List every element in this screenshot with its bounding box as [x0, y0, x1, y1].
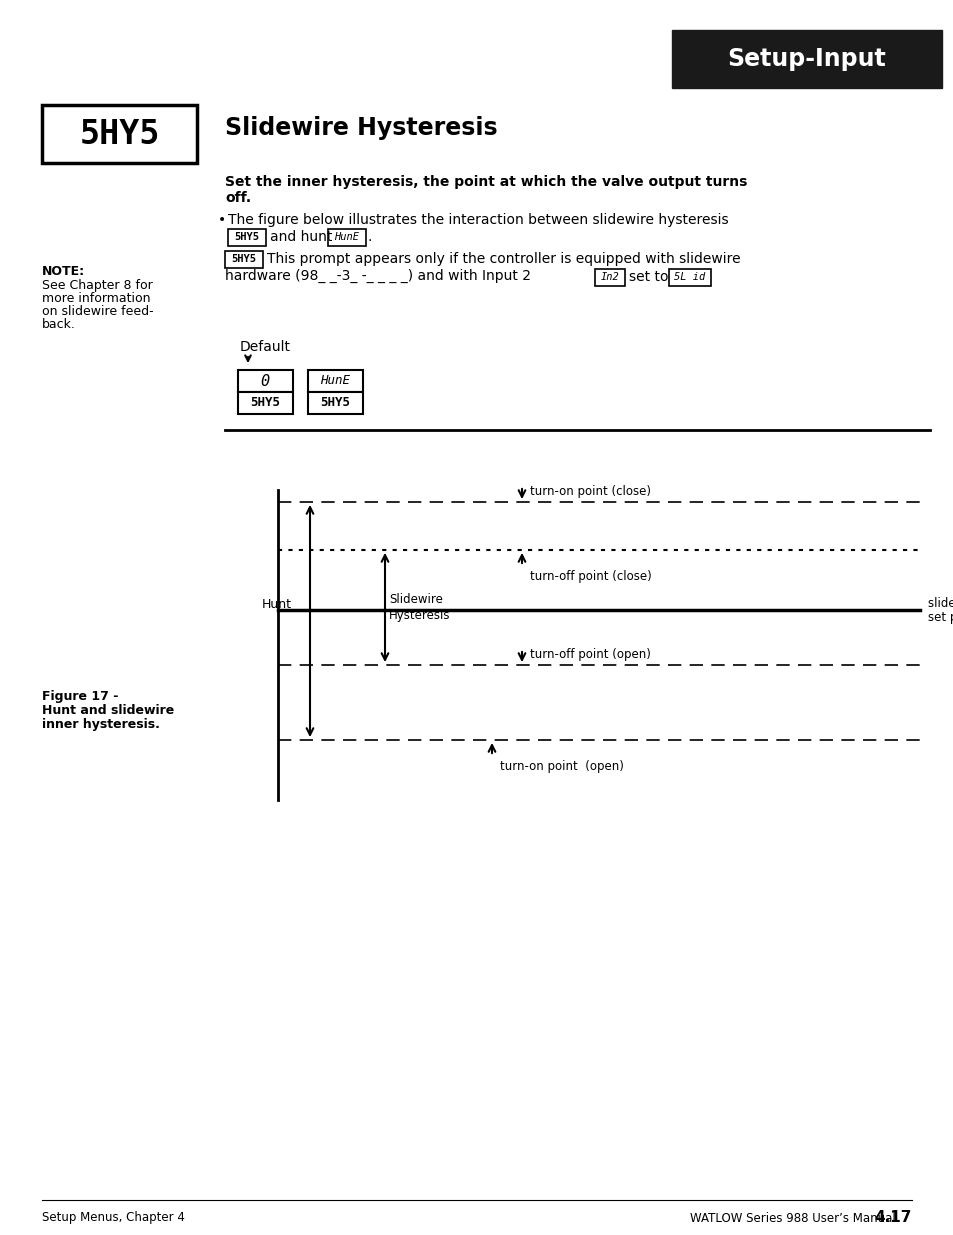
- Bar: [671, 30, 941, 88]
- Bar: [595, 269, 624, 287]
- Text: WATLOW Series 988 User’s Manual: WATLOW Series 988 User’s Manual: [689, 1212, 895, 1224]
- Text: 5HY5: 5HY5: [250, 396, 280, 410]
- Text: The figure below illustrates the interaction between slidewire hysteresis: The figure below illustrates the interac…: [228, 212, 728, 227]
- Text: turn-on point (close): turn-on point (close): [530, 485, 650, 498]
- Text: Slidewire: Slidewire: [389, 593, 442, 606]
- Text: turn-on point  (open): turn-on point (open): [499, 760, 623, 773]
- Bar: [228, 228, 266, 246]
- Text: HunE: HunE: [319, 374, 350, 388]
- Text: See Chapter 8 for: See Chapter 8 for: [42, 279, 152, 291]
- Text: hardware (98_ _-3_ -_ _ _ _) and with Input 2: hardware (98_ _-3_ -_ _ _ _) and with In…: [225, 269, 531, 283]
- Bar: [237, 391, 293, 414]
- Bar: [237, 370, 293, 391]
- Bar: [308, 370, 363, 391]
- Text: 5HY5: 5HY5: [319, 396, 350, 410]
- Text: Hunt: Hunt: [262, 598, 292, 610]
- Text: more information: more information: [42, 291, 151, 305]
- Text: Setup Menus, Chapter 4: Setup Menus, Chapter 4: [42, 1212, 185, 1224]
- Text: 5L id: 5L id: [674, 273, 705, 283]
- Text: In2: In2: [600, 273, 618, 283]
- Text: This prompt appears only if the controller is equipped with slidewire: This prompt appears only if the controll…: [267, 252, 740, 266]
- Text: set to: set to: [628, 270, 668, 284]
- Text: set point: set point: [927, 611, 953, 625]
- Text: 4.17: 4.17: [874, 1210, 911, 1225]
- Text: Default: Default: [240, 340, 291, 354]
- Text: Set the inner hysteresis, the point at which the valve output turns: Set the inner hysteresis, the point at w…: [225, 175, 746, 189]
- Bar: [225, 251, 263, 268]
- Text: inner hysteresis.: inner hysteresis.: [42, 718, 160, 731]
- Text: turn-off point (open): turn-off point (open): [530, 648, 650, 661]
- Text: turn-off point (close): turn-off point (close): [530, 571, 651, 583]
- Text: 5HY5: 5HY5: [232, 254, 256, 264]
- Bar: [308, 391, 363, 414]
- Text: Setup-Input: Setup-Input: [727, 47, 885, 70]
- Text: and hunt: and hunt: [270, 230, 332, 245]
- Text: Hysteresis: Hysteresis: [389, 609, 450, 622]
- Text: Hunt and slidewire: Hunt and slidewire: [42, 704, 174, 718]
- Text: slidewire position: slidewire position: [927, 598, 953, 610]
- Text: HunE: HunE: [335, 232, 359, 242]
- Text: .: .: [368, 230, 372, 245]
- Text: 5HY5: 5HY5: [234, 232, 259, 242]
- Text: 0: 0: [260, 373, 270, 389]
- Text: 5HY5: 5HY5: [79, 117, 159, 151]
- Bar: [668, 269, 710, 287]
- Text: off.: off.: [225, 191, 251, 205]
- Text: on slidewire feed-: on slidewire feed-: [42, 305, 153, 317]
- Text: Figure 17 -: Figure 17 -: [42, 690, 118, 703]
- Text: back.: back.: [42, 317, 76, 331]
- Bar: [42, 105, 196, 163]
- Text: •: •: [218, 212, 226, 227]
- Bar: [328, 228, 366, 246]
- Text: NOTE:: NOTE:: [42, 266, 85, 278]
- Text: Slidewire Hysteresis: Slidewire Hysteresis: [225, 116, 497, 140]
